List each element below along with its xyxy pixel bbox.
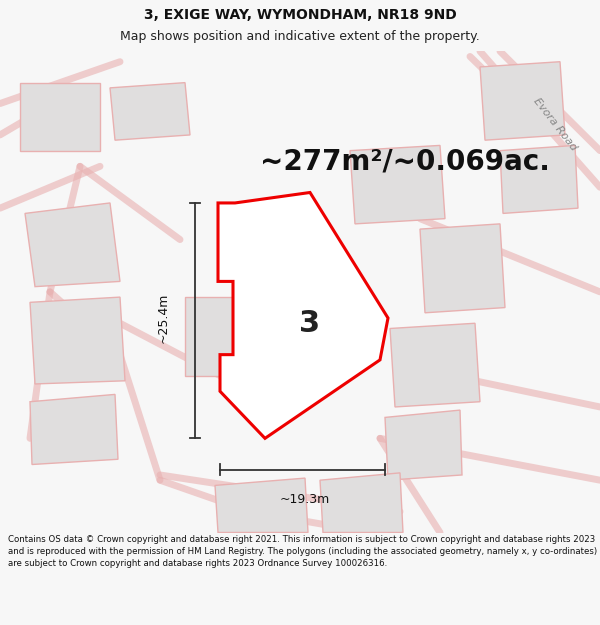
Polygon shape: [30, 394, 118, 464]
Polygon shape: [30, 297, 125, 384]
Polygon shape: [110, 82, 190, 140]
Polygon shape: [25, 203, 120, 287]
Polygon shape: [390, 323, 480, 407]
Polygon shape: [500, 146, 578, 213]
Polygon shape: [320, 473, 403, 532]
Polygon shape: [480, 62, 565, 140]
Text: 3, EXIGE WAY, WYMONDHAM, NR18 9ND: 3, EXIGE WAY, WYMONDHAM, NR18 9ND: [143, 8, 457, 22]
Text: Contains OS data © Crown copyright and database right 2021. This information is : Contains OS data © Crown copyright and d…: [8, 535, 597, 568]
Polygon shape: [20, 82, 100, 151]
Polygon shape: [350, 146, 445, 224]
Polygon shape: [420, 224, 505, 312]
Text: ~25.4m: ~25.4m: [157, 293, 170, 343]
Polygon shape: [385, 410, 462, 480]
Text: Map shows position and indicative extent of the property.: Map shows position and indicative extent…: [120, 30, 480, 42]
Text: 3: 3: [299, 309, 320, 338]
Polygon shape: [185, 297, 270, 376]
Text: ~277m²/~0.069ac.: ~277m²/~0.069ac.: [260, 147, 550, 175]
Polygon shape: [215, 478, 308, 532]
Polygon shape: [218, 192, 388, 438]
Text: ~19.3m: ~19.3m: [280, 492, 330, 506]
Text: Evora Road: Evora Road: [532, 96, 578, 152]
